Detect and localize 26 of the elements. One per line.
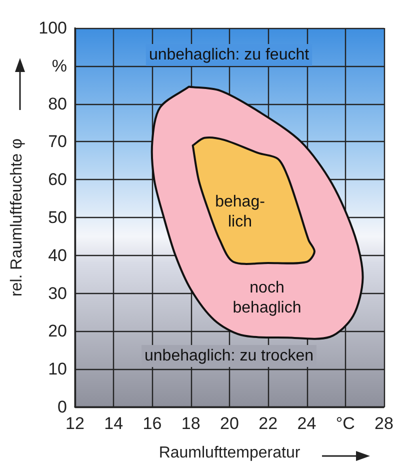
y-tick-label: 40: [48, 246, 67, 265]
x-tick-label: 14: [104, 414, 124, 433]
x-tick-label: °C: [336, 414, 355, 433]
y-tick-label: 70: [48, 132, 67, 152]
y-tick-label: 0: [58, 398, 67, 416]
x-tick-label: 18: [181, 414, 200, 433]
y-tick-label: 20: [48, 322, 67, 341]
annotation: noch behaglich: [232, 280, 302, 316]
x-axis-title: Raumlufttemperatur: [158, 444, 301, 462]
y-tick-label: 10: [48, 360, 67, 379]
y-tick-label: 60: [48, 170, 67, 190]
y-tick-label: 30: [48, 284, 67, 303]
y-axis-title: rel. Raumluftfeuchte φ: [8, 138, 26, 296]
x-tick-label: 16: [142, 414, 162, 433]
x-tick-label: 22: [258, 414, 278, 433]
x-tick-label: 12: [66, 414, 84, 433]
annotation: unbehaglich: zu feucht: [148, 46, 310, 64]
annotation: unbehaglich: zu trocken: [144, 348, 314, 364]
y-tick-label: 50: [48, 208, 67, 227]
x-tick-label: 28: [374, 414, 394, 433]
x-tick-label: 24: [297, 414, 316, 433]
x-tick-label: 20: [220, 414, 239, 433]
y-tick-label: 100: [38, 18, 67, 38]
annotation: behag- lich: [215, 194, 265, 230]
y-tick-label: 80: [48, 94, 67, 114]
y-tick-label: %: [52, 56, 67, 76]
